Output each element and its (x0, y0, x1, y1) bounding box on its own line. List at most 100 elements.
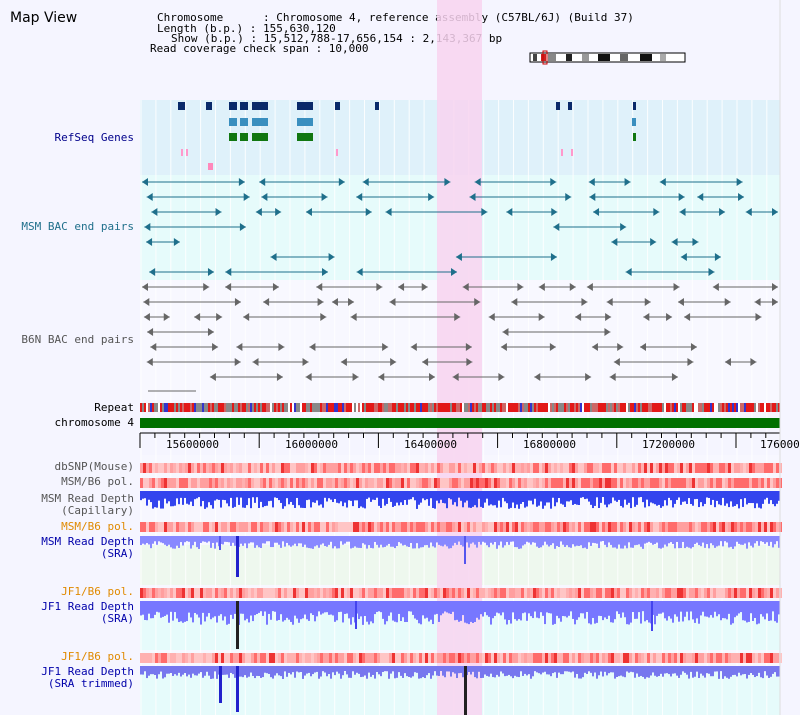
heat-cell (713, 478, 716, 488)
depth-bar (650, 491, 652, 503)
heat-cell (287, 478, 290, 488)
depth-bar (506, 536, 508, 542)
track-label-dbsnp[interactable]: dbSNP(Mouse) (54, 460, 134, 473)
heat-cell (317, 522, 320, 532)
depth-bar (324, 536, 326, 546)
track-label-msm-depth-sra[interactable]: MSM Read Depth (41, 535, 134, 548)
depth-bar (168, 536, 170, 545)
depth-bar (164, 491, 166, 499)
heat-cell (254, 588, 257, 598)
depth-bar (144, 666, 146, 672)
depth-bar (448, 536, 450, 549)
depth-bar (222, 491, 224, 500)
bac-end-marker (551, 208, 558, 216)
depth-bar (618, 536, 620, 545)
repeat-segment (174, 403, 176, 412)
depth-bar (426, 536, 428, 546)
depth-bar (312, 491, 314, 503)
track-label-jf1-b6-pol[interactable]: JF1/B6 pol. (61, 585, 134, 598)
depth-bar (410, 491, 412, 500)
heat-cell (299, 522, 302, 532)
heat-cell (206, 478, 209, 488)
repeat-segment (254, 403, 256, 412)
heat-cell (728, 588, 731, 598)
track-label-jf1-depth-sra[interactable]: JF1 Read Depth (41, 600, 134, 613)
heat-cell (371, 588, 374, 598)
heat-cell (209, 463, 212, 473)
depth-bar (676, 666, 678, 676)
depth-bar (454, 536, 456, 543)
heat-cell (446, 588, 449, 598)
heat-cell (572, 522, 575, 532)
repeat-segment (364, 403, 366, 412)
heat-cell (437, 522, 440, 532)
repeat-segment (698, 403, 700, 412)
heat-cell (242, 463, 245, 473)
heat-cell (554, 522, 557, 532)
depth-bar (638, 601, 640, 613)
track-label-jf1-depth-trim[interactable]: JF1 Read Depth (41, 665, 134, 678)
depth-bar (636, 666, 638, 674)
heat-cell (422, 478, 425, 488)
heat-cell (431, 478, 434, 488)
depth-bar (700, 666, 702, 674)
track-label-msm-depth-cap[interactable]: MSM Read Depth (41, 492, 134, 505)
depth-bar (738, 666, 740, 673)
track-label-msm-b6-pol-2[interactable]: MSM/B6 pol. (61, 520, 134, 533)
heat-cell (176, 463, 179, 473)
track-label-b6n-bac[interactable]: B6N BAC end pairs (21, 333, 134, 346)
repeat-segment (396, 403, 398, 412)
bac-end-marker (252, 358, 259, 366)
depth-bar (648, 536, 650, 542)
heat-cell (536, 653, 539, 663)
depth-bar (720, 536, 722, 542)
depth-bar (222, 536, 224, 545)
depth-bar (324, 666, 326, 673)
repeat-segment (446, 403, 448, 412)
track-label-msm-b6-pol[interactable]: MSM/B6 pol. (61, 475, 134, 488)
heat-cell (608, 478, 611, 488)
depth-bar (348, 601, 350, 619)
depth-bar (422, 491, 424, 499)
depth-bar (226, 536, 228, 542)
depth-bar (418, 491, 420, 505)
depth-bar (702, 491, 704, 507)
depth-bar (626, 491, 628, 505)
heat-cell (431, 653, 434, 663)
heat-cell (485, 463, 488, 473)
heat-cell (392, 588, 395, 598)
depth-bar (718, 491, 720, 505)
depth-bar (516, 536, 518, 548)
track-label-refseq[interactable]: RefSeq Genes (54, 131, 134, 144)
depth-bar (436, 601, 438, 614)
heat-cell (386, 522, 389, 532)
heat-cell (593, 478, 596, 488)
depth-bar (474, 491, 476, 506)
heat-cell (218, 588, 221, 598)
track-label-msm-bac[interactable]: MSM BAC end pairs (21, 220, 134, 233)
depth-bar (748, 491, 750, 503)
depth-bar (336, 536, 338, 549)
heat-cell (767, 522, 770, 532)
heat-cell (422, 653, 425, 663)
ideogram-band (620, 54, 628, 61)
heat-cell (185, 588, 188, 598)
depth-bar (672, 491, 674, 508)
repeat-segment (538, 403, 540, 412)
depth-bar (190, 601, 192, 618)
bac-end-marker (146, 193, 153, 201)
heat-cell (605, 478, 608, 488)
heat-cell (485, 653, 488, 663)
depth-bar (442, 491, 444, 503)
repeat-segment (428, 403, 430, 412)
depth-bar (750, 601, 752, 614)
heat-cell (392, 478, 395, 488)
depth-bar (212, 601, 214, 618)
track-label-jf1-b6-pol-2[interactable]: JF1/B6 pol. (61, 650, 134, 663)
bac-end-marker (680, 253, 687, 261)
depth-bar (356, 666, 358, 673)
heat-cell (716, 463, 719, 473)
heat-cell (506, 653, 509, 663)
heat-cell (167, 653, 170, 663)
